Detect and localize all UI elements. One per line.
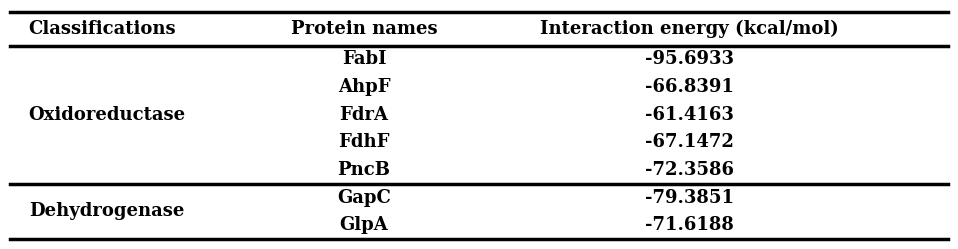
Text: Classifications: Classifications	[29, 20, 176, 38]
Text: -79.3851: -79.3851	[646, 188, 734, 207]
Text: -95.6933: -95.6933	[646, 51, 734, 68]
Text: Dehydrogenase: Dehydrogenase	[29, 202, 184, 220]
Text: PncB: PncB	[337, 161, 391, 179]
Text: GapC: GapC	[337, 188, 391, 207]
Text: AhpF: AhpF	[338, 78, 390, 96]
Text: -61.4163: -61.4163	[646, 106, 734, 124]
Text: FdrA: FdrA	[339, 106, 389, 124]
Text: Oxidoreductase: Oxidoreductase	[29, 106, 186, 124]
Text: FdhF: FdhF	[338, 133, 390, 151]
Text: -71.6188: -71.6188	[646, 216, 734, 234]
Text: -72.3586: -72.3586	[646, 161, 734, 179]
Text: Interaction energy (kcal/mol): Interaction energy (kcal/mol)	[540, 20, 839, 38]
Text: FabI: FabI	[342, 51, 386, 68]
Text: -67.1472: -67.1472	[646, 133, 734, 151]
Text: Protein names: Protein names	[290, 20, 438, 38]
Text: -66.8391: -66.8391	[646, 78, 734, 96]
Text: GlpA: GlpA	[340, 216, 388, 234]
